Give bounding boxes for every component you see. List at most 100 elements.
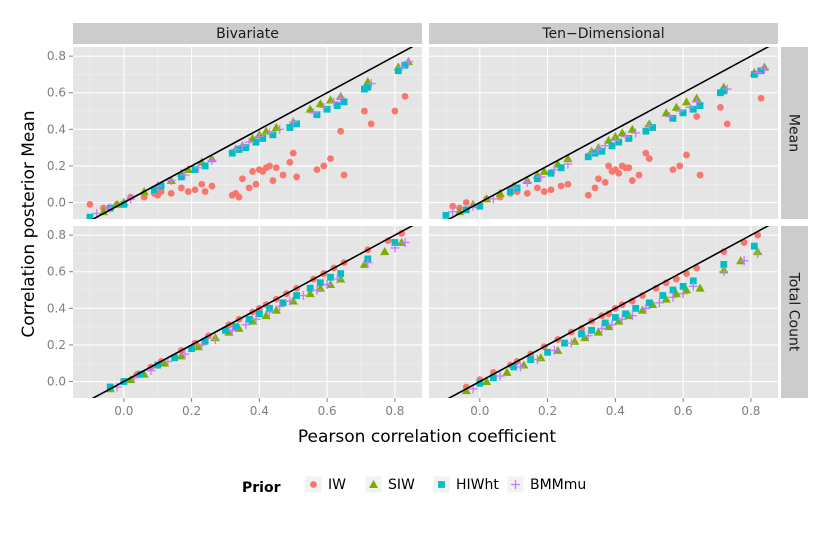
data-point-iw <box>391 107 399 115</box>
data-point-hiwht <box>544 348 551 356</box>
x-tick-label: 0.8 <box>741 404 760 418</box>
y-tick-label: 0.0 <box>47 196 66 210</box>
data-point-iw <box>757 94 765 102</box>
data-point-bmmmu <box>332 274 342 284</box>
data-point-hiwht <box>154 361 162 369</box>
data-point-bmmmu <box>265 307 275 317</box>
data-point-iw <box>201 188 209 195</box>
data-point-hiwht <box>279 299 287 307</box>
data-point-bmmmu <box>180 170 190 180</box>
data-point-bmmmu <box>309 108 319 118</box>
data-point-hiwht <box>489 374 497 382</box>
data-point-bmmmu <box>231 144 241 154</box>
data-point-iw <box>340 171 348 179</box>
data-point-bmmmu <box>288 117 298 127</box>
data-point-hiwht <box>578 330 585 338</box>
x-tick-label: 0.0 <box>114 404 133 418</box>
data-point-iw <box>740 239 748 246</box>
data-point-hiwht <box>120 200 128 208</box>
data-point-siw <box>261 311 271 320</box>
data-point-hiwht <box>286 124 294 131</box>
data-point-hiwht <box>150 186 158 194</box>
data-point-bmmmu <box>210 334 220 344</box>
data-point-bmmmu <box>600 141 610 151</box>
data-point-bmmmu <box>241 320 251 330</box>
data-point-hiwht <box>293 120 301 128</box>
panel-background <box>429 226 778 398</box>
data-point-iw <box>716 103 724 111</box>
data-point-hiwht <box>649 124 657 131</box>
data-point-hiwht <box>598 147 606 155</box>
data-point-hiwht <box>364 83 372 91</box>
data-point-iw <box>272 164 280 172</box>
facet-panel: 0.0 0.2 0.4 0.6 0.8 <box>429 226 778 418</box>
data-point-iw <box>235 193 243 201</box>
data-point-bmmmu <box>692 97 702 107</box>
x-tick-label: 0.6 <box>318 404 337 418</box>
data-point-hiwht <box>327 273 334 281</box>
legend-item-iw: IW <box>304 475 346 494</box>
data-point-bmmmu <box>536 172 546 182</box>
data-point-hiwht <box>323 105 331 113</box>
data-point-hiwht <box>645 299 653 307</box>
data-point-hiwht <box>757 67 765 75</box>
data-point-bmmmu <box>685 102 695 112</box>
facet-panel: 0.0 0.2 0.4 0.6 0.8 <box>47 47 422 219</box>
data-point-hiwht <box>476 202 484 210</box>
data-point-siw <box>671 102 681 111</box>
data-point-iw <box>327 155 334 163</box>
data-point-iw <box>625 164 633 172</box>
identity-reference-line <box>447 47 770 219</box>
data-point-hiwht <box>611 314 619 321</box>
data-point-iw <box>540 188 548 195</box>
data-point-bmmmu <box>322 280 332 290</box>
data-point-iw <box>167 189 175 197</box>
data-point-hiwht <box>316 279 324 287</box>
data-point-siw <box>183 164 193 174</box>
data-point-siw <box>159 358 170 367</box>
y-tick-label: 0.2 <box>47 159 66 173</box>
data-point-hiwht <box>242 144 250 152</box>
legend-label: IW <box>328 477 346 493</box>
data-point-bmmmu <box>237 141 247 151</box>
data-point-siw <box>126 375 136 384</box>
data-point-bmmmu <box>759 64 769 74</box>
data-point-iw <box>208 182 216 190</box>
facet-panel <box>429 47 778 219</box>
legend-symbol-square <box>438 481 445 488</box>
data-point-iw <box>191 186 199 194</box>
data-point-iw <box>693 264 701 272</box>
data-point-siw <box>681 97 692 106</box>
legend-label: BMMmu <box>530 477 586 493</box>
legend-item-bmmmu: BMMmu <box>506 475 586 494</box>
y-axis-title: Correlation posterior Mean <box>19 110 39 337</box>
data-point-iw <box>245 184 253 192</box>
data-point-hiwht <box>669 286 677 294</box>
data-point-iw <box>645 155 653 163</box>
x-tick-label: 0.4 <box>606 404 625 418</box>
data-point-iw <box>523 189 531 197</box>
data-point-hiwht <box>720 261 728 268</box>
data-point-bmmmu <box>319 102 329 112</box>
data-point-siw <box>593 327 604 336</box>
data-point-iw <box>595 175 602 183</box>
data-point-bmmmu <box>193 163 203 173</box>
data-point-iw <box>239 175 246 183</box>
data-point-siw <box>661 108 671 117</box>
data-point-hiwht <box>506 188 514 195</box>
data-point-bmmmu <box>397 62 407 72</box>
data-point-bmmmu <box>400 237 410 247</box>
data-point-siw <box>539 166 549 175</box>
identity-reference-line <box>447 226 770 398</box>
legend-symbol-circle <box>310 481 317 488</box>
data-point-bmmmu <box>522 177 532 187</box>
legend: Prior IW SIW HIWht BMMmu <box>242 475 586 496</box>
legend-title: Prior <box>242 480 281 496</box>
data-point-iw <box>672 275 680 283</box>
panel-plot-area <box>86 47 414 219</box>
data-point-hiwht <box>255 310 263 318</box>
data-point-hiwht <box>689 105 697 113</box>
facet-strip-column <box>73 23 422 44</box>
data-point-hiwht <box>584 153 592 161</box>
